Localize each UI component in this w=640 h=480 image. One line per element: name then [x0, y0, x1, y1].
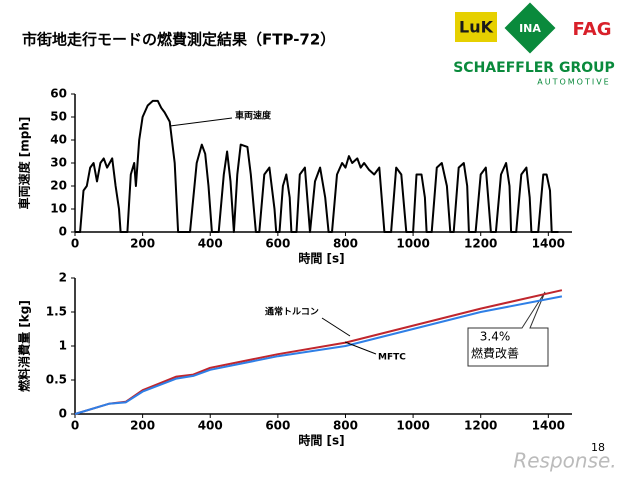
x-tick-label: 200: [130, 419, 155, 433]
x-tick-label: 0: [71, 419, 79, 433]
y-tick-label: 1: [59, 339, 67, 353]
annotation: 車両速度: [235, 110, 272, 122]
leader-line: [344, 341, 377, 355]
page-number: 18: [591, 441, 605, 454]
y-tick-label: 50: [50, 110, 67, 124]
logo: INA: [519, 22, 541, 35]
group-name: SCHAEFFLER GROUP: [453, 60, 615, 76]
y-tick-label: 30: [50, 156, 67, 170]
x-axis-label: 時間 [s]: [298, 251, 344, 266]
x-tick-label: 1200: [464, 419, 497, 433]
slide-title: 市街地走行モードの燃費測定結果（FTP-72）: [22, 31, 335, 49]
logo: FAG: [573, 19, 612, 40]
y-tick-label: 40: [50, 133, 67, 147]
logo: LuK: [459, 18, 494, 37]
series-line: [74, 295, 563, 415]
x-tick-label: 1200: [464, 237, 497, 251]
watermark: Response.: [513, 449, 616, 473]
y-tick-label: 0: [59, 407, 67, 421]
x-tick-label: 600: [265, 237, 290, 251]
x-tick-label: 200: [130, 237, 155, 251]
y-tick-label: 20: [50, 179, 67, 193]
y-axis-label: 燃料消費量 [kg]: [17, 300, 32, 392]
x-tick-label: 400: [198, 419, 223, 433]
leader-line: [321, 317, 351, 337]
x-tick-label: 600: [265, 419, 290, 433]
x-tick-label: 1400: [532, 237, 565, 251]
callout-box: [467, 291, 549, 367]
y-tick-label: 60: [50, 87, 67, 101]
x-tick-label: 400: [198, 237, 223, 251]
y-tick-label: 2: [59, 271, 67, 285]
y-tick-label: 0: [59, 225, 67, 239]
x-tick-label: 1000: [396, 237, 429, 251]
y-tick-label: 0.5: [46, 373, 67, 387]
annotation: 燃費改善: [471, 346, 519, 361]
leader-line: [169, 117, 233, 127]
annotation: 3.4%: [480, 330, 511, 344]
y-axis-label: 車両速度 [mph]: [17, 117, 32, 210]
x-axis-label: 時間 [s]: [298, 433, 344, 448]
x-tick-label: 1400: [532, 419, 565, 433]
annotation: 通常トルコン: [265, 306, 319, 318]
series-line: [75, 99, 559, 233]
luk-logo-bg: [455, 12, 497, 42]
y-tick-label: 1.5: [46, 305, 67, 319]
x-tick-label: 0: [71, 237, 79, 251]
x-tick-label: 800: [333, 237, 358, 251]
x-tick-label: 800: [333, 419, 358, 433]
y-tick-label: 10: [50, 202, 67, 216]
ina-logo-bg: [504, 2, 556, 54]
annotation: MFTC: [378, 353, 406, 363]
x-tick-label: 1000: [396, 419, 429, 433]
division: AUTOMOTIVE: [537, 78, 610, 87]
